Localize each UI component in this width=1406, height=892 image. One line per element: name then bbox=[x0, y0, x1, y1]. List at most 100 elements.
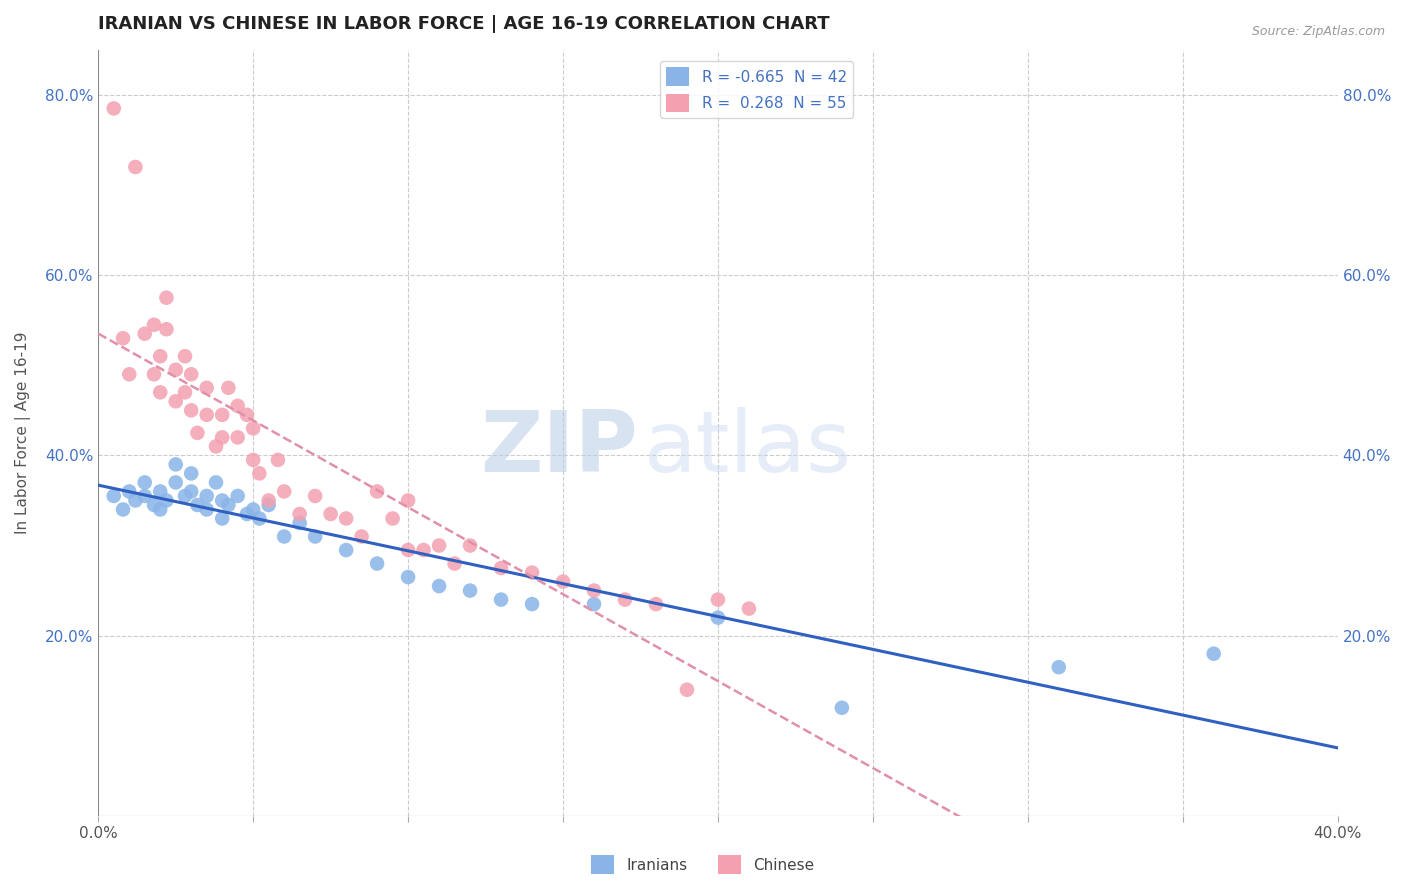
Point bbox=[226, 489, 249, 503]
Point bbox=[288, 507, 311, 521]
Point bbox=[186, 498, 208, 512]
Point bbox=[149, 349, 172, 363]
Point bbox=[217, 498, 239, 512]
Point bbox=[738, 601, 761, 615]
Point bbox=[443, 557, 465, 571]
Point bbox=[288, 516, 311, 530]
Point bbox=[165, 458, 187, 472]
Point bbox=[112, 502, 135, 516]
Point bbox=[676, 682, 699, 697]
Point bbox=[489, 592, 512, 607]
Point bbox=[155, 493, 177, 508]
Point bbox=[134, 475, 156, 490]
Point bbox=[217, 381, 239, 395]
Point bbox=[226, 430, 249, 444]
Point bbox=[520, 597, 543, 611]
Point bbox=[134, 326, 156, 341]
Point bbox=[165, 394, 187, 409]
Point bbox=[396, 543, 419, 558]
Point bbox=[458, 539, 481, 553]
Point bbox=[335, 543, 357, 558]
Text: ZIP: ZIP bbox=[479, 407, 637, 490]
Point bbox=[257, 493, 280, 508]
Point bbox=[520, 566, 543, 580]
Point bbox=[707, 592, 730, 607]
Point bbox=[489, 561, 512, 575]
Point bbox=[195, 489, 218, 503]
Point bbox=[707, 610, 730, 624]
Point bbox=[412, 543, 434, 558]
Point bbox=[118, 368, 141, 382]
Point bbox=[174, 385, 197, 400]
Point bbox=[143, 498, 166, 512]
Text: IRANIAN VS CHINESE IN LABOR FORCE | AGE 16-19 CORRELATION CHART: IRANIAN VS CHINESE IN LABOR FORCE | AGE … bbox=[98, 15, 830, 33]
Point bbox=[366, 557, 388, 571]
Point bbox=[242, 453, 264, 467]
Point bbox=[180, 403, 202, 417]
Text: Source: ZipAtlas.com: Source: ZipAtlas.com bbox=[1251, 25, 1385, 38]
Point bbox=[195, 502, 218, 516]
Point bbox=[180, 368, 202, 382]
Legend: Iranians, Chinese: Iranians, Chinese bbox=[585, 849, 821, 880]
Point bbox=[1047, 660, 1070, 674]
Point bbox=[195, 408, 218, 422]
Point bbox=[614, 592, 637, 607]
Point bbox=[257, 498, 280, 512]
Point bbox=[381, 511, 404, 525]
Point bbox=[211, 408, 233, 422]
Legend: R = -0.665  N = 42, R =  0.268  N = 55: R = -0.665 N = 42, R = 0.268 N = 55 bbox=[661, 62, 853, 119]
Point bbox=[226, 399, 249, 413]
Point bbox=[1202, 647, 1225, 661]
Point bbox=[427, 579, 450, 593]
Point bbox=[247, 467, 270, 481]
Point bbox=[304, 529, 326, 543]
Point bbox=[350, 529, 373, 543]
Point bbox=[186, 425, 208, 440]
Point bbox=[304, 489, 326, 503]
Point bbox=[396, 493, 419, 508]
Point bbox=[134, 489, 156, 503]
Point bbox=[195, 381, 218, 395]
Point bbox=[165, 475, 187, 490]
Point bbox=[582, 597, 605, 611]
Y-axis label: In Labor Force | Age 16-19: In Labor Force | Age 16-19 bbox=[15, 332, 31, 534]
Point bbox=[211, 493, 233, 508]
Point bbox=[273, 484, 295, 499]
Point bbox=[267, 453, 290, 467]
Point bbox=[124, 160, 146, 174]
Point bbox=[458, 583, 481, 598]
Point bbox=[149, 385, 172, 400]
Point bbox=[247, 511, 270, 525]
Point bbox=[149, 484, 172, 499]
Point bbox=[205, 475, 228, 490]
Point bbox=[155, 322, 177, 336]
Point bbox=[143, 368, 166, 382]
Point bbox=[211, 430, 233, 444]
Point bbox=[103, 489, 125, 503]
Point bbox=[645, 597, 668, 611]
Point bbox=[335, 511, 357, 525]
Point bbox=[174, 489, 197, 503]
Text: atlas: atlas bbox=[644, 407, 852, 490]
Point bbox=[319, 507, 342, 521]
Point bbox=[427, 539, 450, 553]
Point bbox=[582, 583, 605, 598]
Point bbox=[165, 363, 187, 377]
Point bbox=[174, 349, 197, 363]
Point bbox=[124, 493, 146, 508]
Point bbox=[831, 700, 853, 714]
Point bbox=[103, 102, 125, 116]
Point bbox=[143, 318, 166, 332]
Point bbox=[242, 502, 264, 516]
Point bbox=[396, 570, 419, 584]
Point bbox=[155, 291, 177, 305]
Point bbox=[236, 507, 259, 521]
Point bbox=[551, 574, 574, 589]
Point bbox=[205, 439, 228, 453]
Point bbox=[273, 529, 295, 543]
Point bbox=[242, 421, 264, 435]
Point bbox=[211, 511, 233, 525]
Point bbox=[366, 484, 388, 499]
Point bbox=[149, 502, 172, 516]
Point bbox=[236, 408, 259, 422]
